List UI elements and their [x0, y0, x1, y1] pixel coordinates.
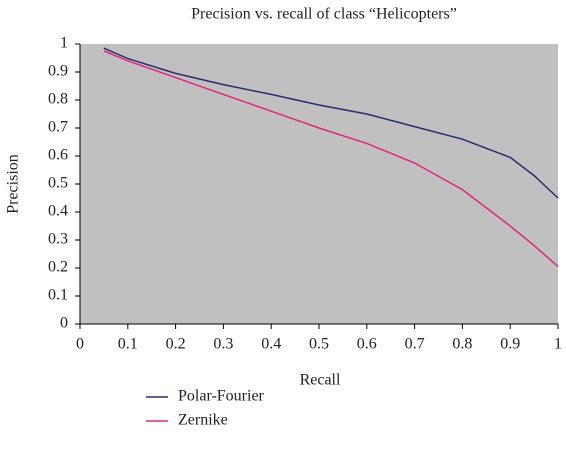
x-tick-label: 0.5 [309, 336, 329, 353]
y-tick-label: 0.2 [48, 259, 68, 276]
x-tick-label: 0.3 [213, 336, 233, 353]
plot-area [80, 44, 558, 324]
y-tick-label: 0.8 [48, 91, 68, 108]
y-tick-label: 0.5 [48, 175, 68, 192]
x-tick-label: 0.1 [118, 336, 138, 353]
y-tick-label: 0.9 [48, 63, 68, 80]
x-tick-label: 0 [76, 336, 84, 353]
legend-label: Zernike [178, 412, 228, 429]
x-tick-label: 0.9 [500, 336, 520, 353]
x-tick-label: 0.4 [261, 336, 281, 353]
x-tick-label: 0.8 [452, 336, 472, 353]
y-tick-label: 0.7 [48, 119, 68, 136]
y-tick-label: 0.1 [48, 287, 68, 304]
y-tick-label: 0 [60, 315, 68, 332]
y-tick-label: 1 [60, 35, 68, 52]
chart-title: Precision vs. recall of class “Helicopte… [191, 6, 457, 23]
x-axis-label: Recall [300, 372, 341, 389]
y-tick-label: 0.6 [48, 147, 68, 164]
y-tick-label: 0.4 [48, 203, 68, 220]
x-tick-label: 0.7 [405, 336, 425, 353]
x-tick-label: 0.6 [357, 336, 377, 353]
x-tick-label: 0.2 [166, 336, 186, 353]
x-tick-label: 1 [554, 336, 562, 353]
series-line [103, 50, 559, 268]
y-tick-label: 0.3 [48, 231, 68, 248]
y-axis-label: Precision [5, 154, 22, 214]
series-line [103, 47, 559, 199]
legend-label: Polar-Fourier [178, 388, 265, 405]
